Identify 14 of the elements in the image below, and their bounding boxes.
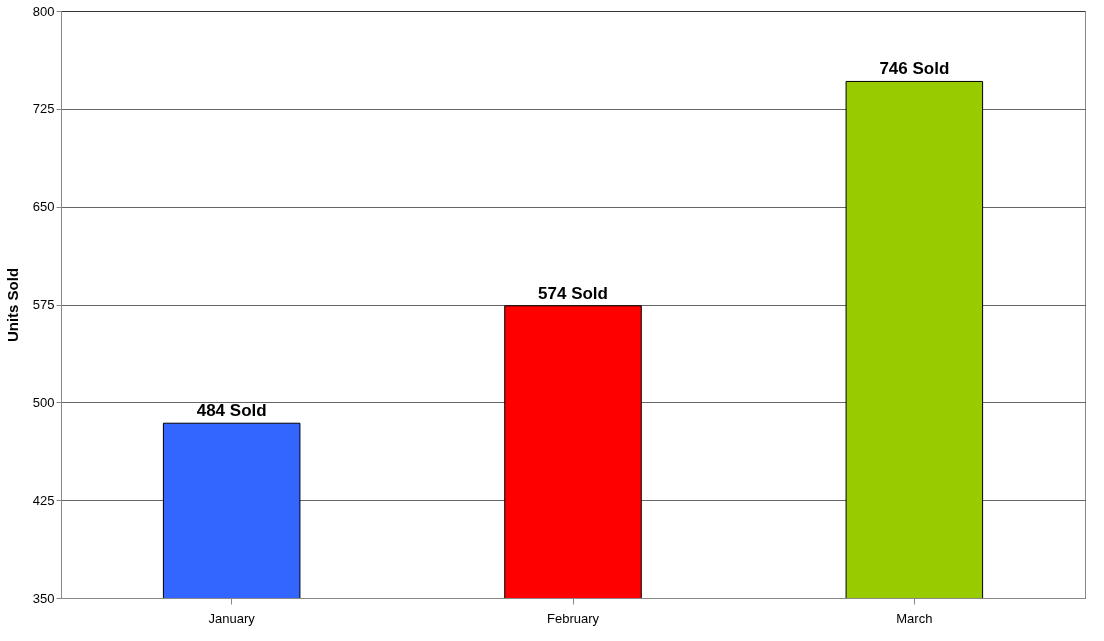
x-tick-label: March: [896, 610, 933, 626]
y-axis-title: Units Sold: [3, 267, 21, 343]
y-tick-label: 425: [32, 492, 55, 508]
y-tick-label: 650: [32, 199, 55, 215]
y-tick-label: 575: [32, 297, 55, 312]
y-tick-label: 800: [32, 3, 55, 19]
data-label: 484 Sold: [196, 401, 267, 421]
x-tick-label: February: [546, 610, 600, 626]
y-tick-label: 500: [32, 394, 55, 410]
data-label: 746 Sold: [879, 59, 950, 79]
x-tick-label: January: [208, 610, 256, 626]
data-label: 574 Sold: [538, 283, 608, 303]
y-tick-label: 725: [32, 101, 55, 117]
y-tick-label: 350: [32, 590, 55, 606]
